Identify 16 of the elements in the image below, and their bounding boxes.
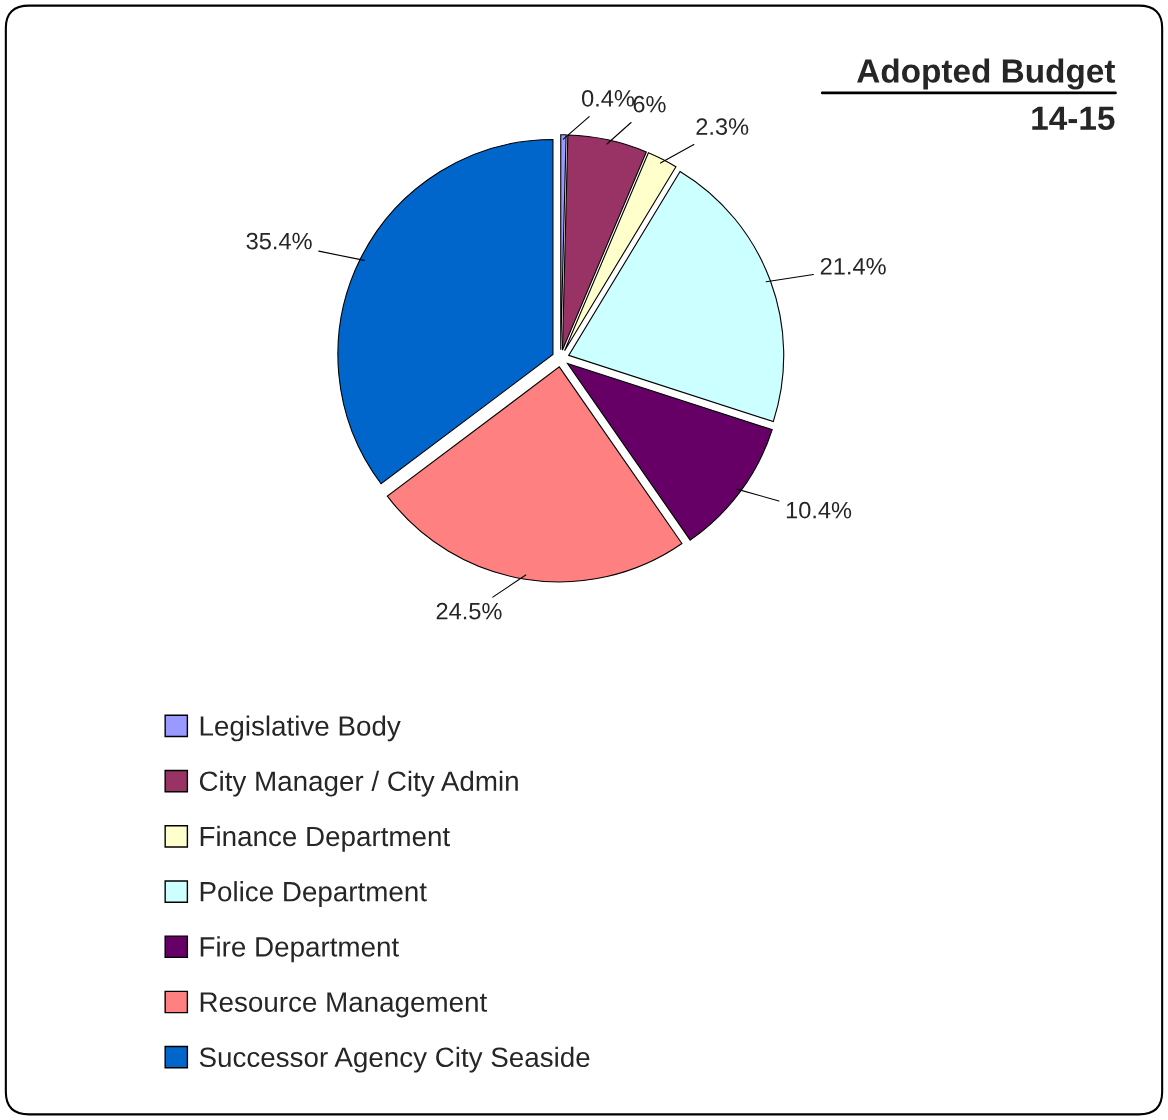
legend-label: Finance Department (200, 825, 450, 852)
legend-label: City Manager / City Admin (199, 770, 518, 797)
legend-label: Fire Department (200, 936, 399, 963)
legend-label: Police Department (200, 881, 427, 907)
data-label: 0.4% (582, 89, 635, 107)
text: Adopted Budget (857, 58, 1116, 90)
legend-label: Legislative Body (200, 715, 401, 742)
legend-label: Resource Management (200, 992, 488, 1018)
data-label: 2.3% (696, 118, 749, 135)
text: 14-15 (1032, 106, 1115, 131)
data-label: 21.4% (820, 257, 886, 275)
data-label: 6% (633, 95, 666, 113)
legend-label: Successor Agency City Seaside (199, 1046, 590, 1073)
data-label: 24.5% (436, 602, 502, 620)
data-label: 10.4% (786, 501, 852, 519)
data-label: 35.4% (246, 232, 312, 250)
